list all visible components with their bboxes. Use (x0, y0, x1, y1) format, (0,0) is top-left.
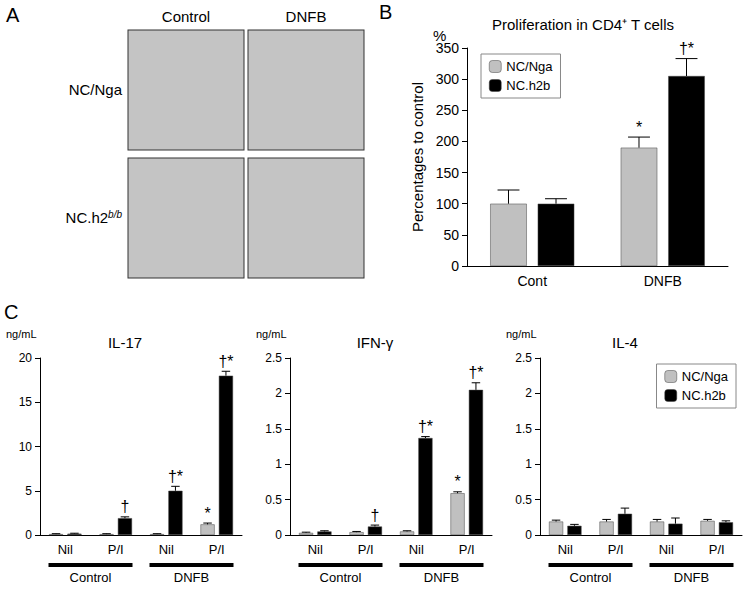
svg-text:DNFB: DNFB (644, 273, 682, 289)
svg-text:P/I: P/I (358, 542, 374, 557)
svg-text:200: 200 (436, 133, 460, 149)
svg-text:0: 0 (275, 528, 282, 542)
svg-text:P/I: P/I (608, 542, 624, 557)
svg-text:IFN-γ: IFN-γ (357, 334, 394, 351)
svg-text:1.5: 1.5 (515, 422, 532, 436)
svg-text:DNFB: DNFB (674, 570, 709, 585)
svg-text:50: 50 (443, 227, 459, 243)
svg-text:Nil: Nil (58, 542, 73, 557)
svg-text:NC/Nga: NC/Nga (69, 81, 123, 98)
svg-text:NC.h2b: NC.h2b (506, 78, 550, 93)
svg-text:150: 150 (436, 165, 460, 181)
svg-text:1: 1 (275, 457, 282, 471)
svg-text:P/I: P/I (209, 542, 225, 557)
svg-text:NC/Nga: NC/Nga (506, 59, 553, 74)
svg-text:NC.h2b: NC.h2b (682, 388, 726, 403)
svg-text:†: † (120, 498, 129, 515)
svg-text:Nil: Nil (659, 542, 674, 557)
svg-text:350: 350 (436, 40, 460, 56)
svg-text:15: 15 (19, 395, 33, 409)
svg-text:ng/mL: ng/mL (506, 328, 537, 340)
svg-text:B: B (379, 1, 392, 23)
svg-text:IL-4: IL-4 (612, 334, 638, 351)
svg-text:2.5: 2.5 (515, 351, 532, 365)
svg-text:10: 10 (19, 440, 33, 454)
svg-text:*: * (454, 473, 460, 490)
svg-text:P/I: P/I (108, 542, 124, 557)
svg-text:20: 20 (19, 351, 33, 365)
svg-text:Cont: Cont (517, 273, 547, 289)
svg-text:†*: †* (468, 364, 483, 381)
svg-text:ng/mL: ng/mL (6, 328, 37, 340)
svg-text:†*: †* (679, 40, 694, 57)
svg-text:Nil: Nil (558, 542, 573, 557)
svg-text:0.5: 0.5 (265, 493, 282, 507)
svg-text:250: 250 (436, 102, 460, 118)
svg-text:DNFB: DNFB (424, 570, 459, 585)
svg-text:2: 2 (525, 386, 532, 400)
svg-text:DNFB: DNFB (286, 8, 327, 25)
svg-text:Proliferation in CD4⁺ T cells: Proliferation in CD4⁺ T cells (492, 16, 674, 33)
svg-text:2.5: 2.5 (265, 351, 282, 365)
svg-text:P/I: P/I (459, 542, 475, 557)
svg-text:NC.h2b/b: NC.h2b/b (66, 209, 123, 227)
svg-text:Nil: Nil (159, 542, 174, 557)
svg-text:Control: Control (320, 570, 362, 585)
svg-text:0: 0 (525, 528, 532, 542)
svg-text:1.5: 1.5 (265, 422, 282, 436)
svg-text:†*: †* (418, 418, 433, 435)
svg-text:Nil: Nil (409, 542, 424, 557)
svg-text:ng/mL: ng/mL (256, 328, 287, 340)
svg-text:NC/Nga: NC/Nga (682, 369, 729, 384)
svg-text:†*: †* (168, 468, 183, 485)
svg-text:100: 100 (436, 196, 460, 212)
svg-text:*: * (636, 119, 642, 136)
svg-text:C: C (4, 301, 18, 323)
svg-text:IL-17: IL-17 (108, 334, 142, 351)
svg-text:0: 0 (25, 528, 32, 542)
svg-text:P/I: P/I (709, 542, 725, 557)
svg-text:0.5: 0.5 (515, 493, 532, 507)
svg-text:DNFB: DNFB (174, 570, 209, 585)
svg-text:Control: Control (70, 570, 112, 585)
svg-text:Control: Control (570, 570, 612, 585)
svg-text:†: † (370, 507, 379, 524)
svg-text:2: 2 (275, 386, 282, 400)
svg-text:300: 300 (436, 71, 460, 87)
svg-text:*: * (204, 505, 210, 522)
svg-text:5: 5 (25, 484, 32, 498)
svg-text:1: 1 (525, 457, 532, 471)
svg-text:A: A (6, 4, 20, 26)
svg-text:Control: Control (162, 8, 210, 25)
svg-text:Nil: Nil (308, 542, 323, 557)
svg-text:†*: †* (218, 353, 233, 370)
svg-text:Percentages to control: Percentages to control (409, 82, 426, 232)
svg-text:0: 0 (451, 258, 459, 274)
